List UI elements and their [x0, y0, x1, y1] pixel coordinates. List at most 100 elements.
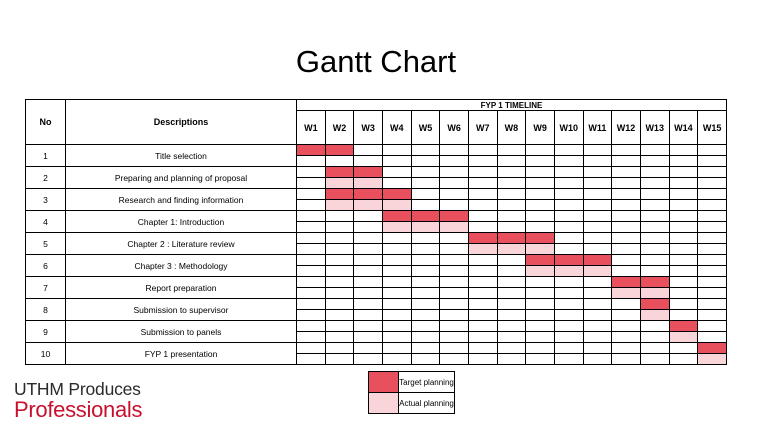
timeline-cell — [668, 254, 699, 266]
timeline-cell — [611, 188, 641, 200]
timeline-cell — [668, 265, 699, 277]
timeline-cell — [381, 144, 412, 156]
timeline-cell — [611, 331, 641, 343]
timeline-cell — [439, 177, 469, 189]
timeline-cell — [353, 342, 383, 354]
timeline-cell — [410, 320, 441, 332]
timeline-cell — [381, 342, 412, 354]
header-no: No — [25, 99, 66, 145]
target-bar-cell — [381, 188, 412, 200]
timeline-cell — [639, 166, 670, 178]
week-header: W3 — [353, 110, 383, 145]
timeline-cell — [582, 221, 613, 233]
timeline-cell — [525, 144, 555, 156]
target-bar-cell — [639, 276, 670, 288]
timeline-cell — [467, 353, 498, 365]
timeline-cell — [553, 144, 584, 156]
timeline-cell — [582, 287, 613, 299]
timeline-cell — [439, 353, 469, 365]
timeline-cell — [410, 199, 441, 211]
timeline-cell — [410, 155, 441, 167]
timeline-cell — [611, 309, 641, 321]
timeline-cell — [697, 221, 727, 233]
task-row: 4 Chapter 1: Introduction — [25, 210, 727, 233]
timeline-cell — [553, 287, 584, 299]
timeline-cell — [381, 265, 412, 277]
timeline-cell — [611, 342, 641, 354]
timeline-cell — [553, 342, 584, 354]
timeline-cell — [381, 254, 412, 266]
timeline-cell — [668, 243, 699, 255]
timeline-cell — [525, 199, 555, 211]
task-row-actual — [26, 265, 727, 277]
timeline-cell — [668, 199, 699, 211]
timeline-cell — [496, 188, 527, 200]
timeline-cell — [668, 210, 699, 222]
timeline-cell — [697, 144, 727, 156]
timeline-cell — [639, 331, 670, 343]
header-timeline: FYP 1 TIMELINE — [296, 99, 727, 111]
timeline-cell — [324, 221, 355, 233]
timeline-cell — [410, 331, 441, 343]
timeline-cell — [639, 254, 670, 266]
timeline-cell — [611, 210, 641, 222]
actual-bar-cell — [467, 243, 498, 255]
task-row: 9 Submission to panels — [25, 320, 727, 343]
timeline-cell — [611, 221, 641, 233]
task-description: Chapter 2 : Literature review — [65, 232, 297, 255]
timeline-cell — [553, 188, 584, 200]
timeline-cell — [639, 243, 670, 255]
timeline-cell — [496, 265, 527, 277]
target-bar-cell — [553, 254, 584, 266]
timeline-cell — [496, 309, 527, 321]
task-number: 5 — [25, 232, 66, 255]
timeline-cell — [496, 144, 527, 156]
target-bar-cell — [439, 210, 469, 222]
legend-target-swatch — [368, 371, 399, 393]
timeline-cell — [467, 287, 498, 299]
timeline-cell — [697, 298, 727, 310]
timeline-cell — [611, 298, 641, 310]
target-bar-cell — [381, 210, 412, 222]
timeline-cell — [353, 221, 383, 233]
week-header: W6 — [439, 110, 469, 145]
uthm-logo: UTHM Produces Professionals — [14, 380, 142, 422]
header-descriptions: Descriptions — [65, 99, 297, 145]
timeline-cell — [439, 276, 469, 288]
timeline-cell — [525, 342, 555, 354]
timeline-cell — [296, 298, 326, 310]
actual-bar-cell — [381, 221, 412, 233]
timeline-cell — [353, 232, 383, 244]
timeline-cell — [296, 254, 326, 266]
actual-bar-cell — [668, 331, 699, 343]
timeline-cell — [324, 276, 355, 288]
timeline-cell — [296, 309, 326, 321]
legend-actual-label: Actual planning — [398, 392, 455, 414]
legend-target-label: Target planning — [398, 371, 455, 393]
timeline-cell — [668, 166, 699, 178]
timeline-cell — [439, 309, 469, 321]
task-row-actual — [26, 155, 727, 167]
timeline-cell — [410, 232, 441, 244]
timeline-cell — [697, 265, 727, 277]
task-description: FYP 1 presentation — [65, 342, 297, 365]
task-row: 7 Report preparation — [25, 276, 727, 299]
target-bar-cell — [639, 298, 670, 310]
timeline-cell — [611, 232, 641, 244]
timeline-cell — [324, 309, 355, 321]
timeline-cell — [639, 221, 670, 233]
timeline-cell — [296, 210, 326, 222]
task-description: Chapter 3 : Methodology — [65, 254, 297, 277]
timeline-cell — [324, 232, 355, 244]
timeline-cell — [381, 276, 412, 288]
timeline-cell — [324, 320, 355, 332]
target-bar-cell — [410, 210, 441, 222]
timeline-cell — [439, 166, 469, 178]
timeline-cell — [353, 155, 383, 167]
timeline-cell — [296, 199, 326, 211]
task-number: 3 — [25, 188, 66, 211]
timeline-cell — [668, 298, 699, 310]
timeline-cell — [381, 177, 412, 189]
timeline-cell — [639, 265, 670, 277]
timeline-cell — [668, 155, 699, 167]
